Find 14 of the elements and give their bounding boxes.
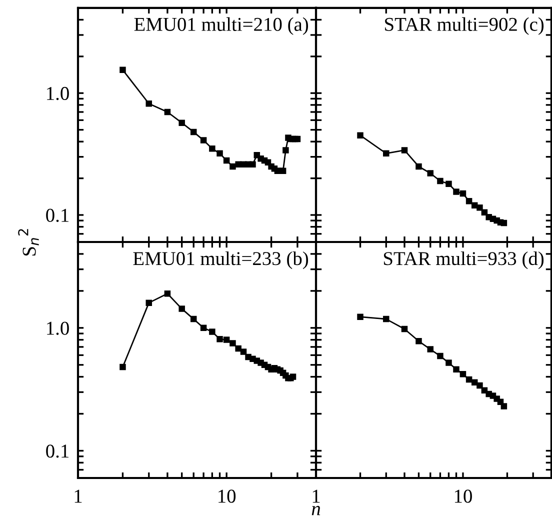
y-tick-label: 1.0 xyxy=(47,86,69,100)
x-axis-title: n xyxy=(312,506,320,516)
y-tick-label: 0.1 xyxy=(46,444,68,458)
annotation: STAR multi=933 (d) xyxy=(384,251,544,270)
annotation: EMU01 multi=210 (a) xyxy=(134,17,308,35)
x-tick-label: 10 xyxy=(218,490,236,503)
x-tick-label: 1 xyxy=(74,490,82,503)
y-tick-label: 1.0 xyxy=(47,322,69,335)
x-tick-label: 1 xyxy=(312,490,320,503)
annotation: EMU01 multi=233 (b) xyxy=(133,251,308,270)
y-tick-label: 0.1 xyxy=(46,208,68,222)
y-axis-title: S$_{n}$$^{2}$ xyxy=(18,229,39,256)
x-tick-label: 10 xyxy=(454,490,472,503)
annotation: STAR multi=902 (c) xyxy=(385,17,544,35)
